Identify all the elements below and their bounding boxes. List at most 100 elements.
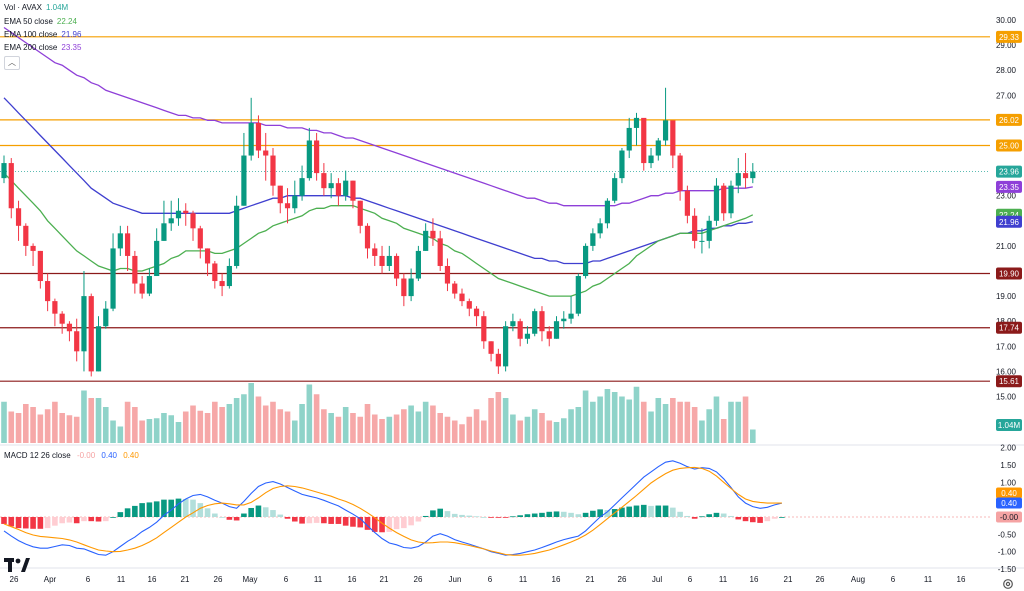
legend-ema200[interactable]: EMA 200 close 23.35 [4, 42, 81, 54]
macd-histogram-bar [684, 515, 691, 517]
macd-histogram-bar [117, 512, 124, 517]
price-badge-label-2: 22.24 [999, 211, 1020, 220]
macd-histogram-bar [473, 516, 480, 518]
macd-histogram-bar [735, 517, 742, 520]
macd-histogram-bar [575, 514, 582, 517]
level-label-5: 15.61 [999, 377, 1020, 386]
time-tick-label: 26 [10, 575, 19, 584]
volume-bar [560, 418, 567, 443]
legend-macd[interactable]: MACD 12 26 close -0.00 0.40 0.40 [4, 450, 139, 462]
candle-body [175, 210, 182, 219]
macd-tick-label: 1.50 [1000, 461, 1016, 470]
candle-body [401, 278, 407, 297]
collapse-legend-button[interactable]: ︿ [4, 56, 20, 70]
volume-bar [124, 401, 131, 443]
ema-lines [3, 26, 754, 297]
candle-body [284, 203, 291, 209]
volume-bar [357, 416, 364, 443]
macd-histogram-bar [488, 517, 494, 518]
macd-histogram-bar [328, 517, 334, 524]
candle-body [335, 183, 342, 196]
volume-bar [488, 398, 494, 443]
macd-histogram-bar [757, 517, 763, 523]
candle-body [117, 233, 123, 249]
macd-histogram-bar [306, 517, 313, 524]
price-tick-label: 16.00 [996, 367, 1017, 376]
price-tick-label: 15.00 [996, 393, 1017, 402]
macd-histogram-bar [190, 499, 196, 517]
candle-body [45, 281, 51, 302]
volume-bar [110, 420, 116, 443]
volume-bar [292, 420, 298, 443]
volume-bar [8, 411, 15, 443]
legend-volume-label: Vol · AVAX [4, 3, 42, 12]
candle-body [706, 220, 712, 241]
volume-bar [219, 407, 225, 443]
candle-body [488, 341, 494, 354]
level-badge-2 [996, 139, 1022, 152]
macd-histogram-bar [619, 507, 625, 517]
candle-body [466, 301, 472, 309]
macd-histogram-bar [342, 517, 349, 526]
volume-bar [132, 407, 138, 443]
macd-histogram-bar [510, 516, 516, 518]
volume-bar [212, 401, 218, 443]
volume-bar [502, 398, 509, 443]
volume-bar [655, 398, 662, 443]
price-badge-label-3: 21.96 [999, 218, 1020, 227]
candle-body [226, 265, 232, 287]
macd-histogram-bar [662, 505, 669, 517]
candle-body [219, 281, 225, 287]
time-tick-label: Jul [652, 575, 662, 584]
candle-body [750, 171, 756, 179]
macd-tick-label: 2.00 [1000, 444, 1016, 453]
macd-histogram-bar [750, 517, 756, 523]
candle-body [735, 173, 741, 186]
volume-bar [401, 409, 407, 443]
macd-histogram-bar [539, 512, 545, 517]
candle-body [37, 250, 43, 282]
volume-bar [568, 409, 574, 443]
candle-body [161, 223, 167, 241]
macd-histogram-bar [415, 517, 422, 522]
chevron-up-icon: ︿ [8, 58, 16, 67]
macd-histogram-bar [495, 517, 502, 518]
volume-bar [342, 407, 349, 443]
volume-bar [459, 424, 465, 443]
legend-ema100[interactable]: EMA 100 close 21.96 [4, 29, 81, 41]
macd-histogram-bar [371, 517, 378, 532]
legend-ema50[interactable]: EMA 50 close 22.24 [4, 16, 77, 28]
volume-bar [73, 416, 80, 443]
legend-macd-label: MACD 12 26 close [4, 451, 71, 460]
candle-body [590, 233, 596, 246]
price-badge-1 [996, 180, 1022, 193]
volume-bar [248, 383, 254, 443]
candle-body [74, 331, 80, 352]
time-tick-label: 11 [519, 575, 528, 584]
tradingview-logo-icon[interactable] [4, 556, 30, 574]
volume-bar [182, 411, 189, 443]
legend-volume[interactable]: Vol · AVAX 1.04M [4, 2, 68, 14]
candle-body [190, 213, 196, 229]
volume-bar [364, 404, 371, 443]
price-tick-label: 29.00 [996, 41, 1017, 50]
macd-histogram-bar [590, 510, 596, 517]
macd-badge-label-2: -0.00 [1000, 513, 1019, 522]
time-tick-label: 16 [148, 575, 157, 584]
candle-body [503, 326, 509, 367]
candle-body [517, 321, 523, 339]
macd-histogram-bar [88, 517, 95, 522]
macd-histogram-bar [379, 517, 385, 533]
settings-gear-icon[interactable] [1002, 578, 1014, 590]
macd-histogram-bar [357, 517, 364, 528]
macd-histogram-bar [655, 505, 662, 517]
candle-body [430, 230, 436, 239]
volume-bar [415, 411, 422, 443]
macd-histogram-bar [444, 511, 451, 517]
time-tick-label: 26 [414, 575, 423, 584]
volume-bar [284, 411, 291, 443]
macd-histogram-bar [546, 511, 553, 517]
candle-body [52, 301, 58, 314]
macd-histogram-bar [175, 498, 182, 517]
